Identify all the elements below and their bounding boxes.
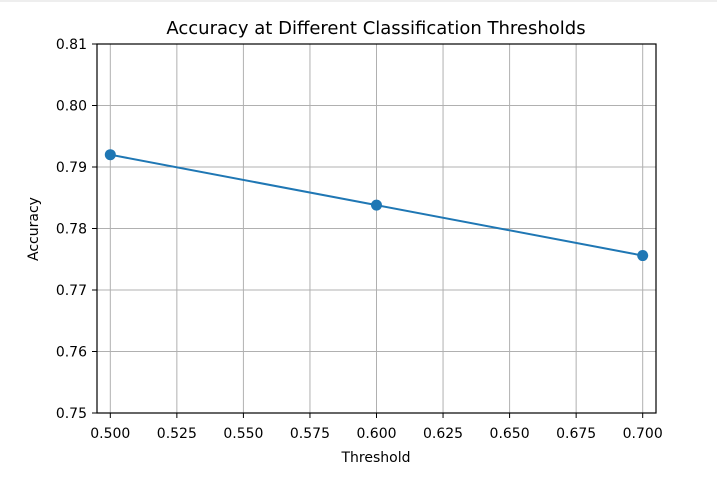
x-tick-label-3: 0.575	[290, 426, 330, 442]
y-tick-label-6: 0.81	[56, 37, 87, 53]
x-tick-label-6: 0.650	[490, 426, 530, 442]
grid-layer	[97, 43, 656, 414]
x-tick-label-1: 0.525	[157, 426, 197, 442]
x-tick-label-5: 0.625	[423, 426, 463, 442]
x-tick-label-0: 0.500	[90, 426, 130, 442]
data-point-2	[637, 250, 649, 262]
series-layer	[104, 149, 649, 262]
y-tick-label-5: 0.80	[56, 99, 87, 115]
x-tick-label-8: 0.700	[623, 426, 663, 442]
data-point-1	[371, 199, 382, 211]
y-axis-label: Accuracy	[26, 197, 42, 261]
chart-title: Accuracy at Different Classification Thr…	[166, 18, 585, 39]
data-point-0	[104, 149, 116, 161]
x-tick-label-2: 0.550	[223, 426, 263, 442]
y-tick-label-0: 0.75	[56, 406, 87, 422]
x-tick-label-7: 0.675	[556, 426, 596, 442]
y-tick-label-4: 0.79	[56, 160, 87, 176]
y-tick-label-1: 0.76	[56, 345, 87, 361]
top-border	[0, 0, 717, 2]
x-tick-label-4: 0.600	[356, 426, 396, 442]
y-tick-label-3: 0.78	[56, 222, 87, 238]
x-axis-label: Threshold	[341, 450, 411, 466]
y-tick-label-2: 0.77	[56, 283, 87, 299]
axes-layer: 0.500 0.525 0.550 0.575 0.600 0.625 0.650 0.675…	[56, 37, 663, 442]
